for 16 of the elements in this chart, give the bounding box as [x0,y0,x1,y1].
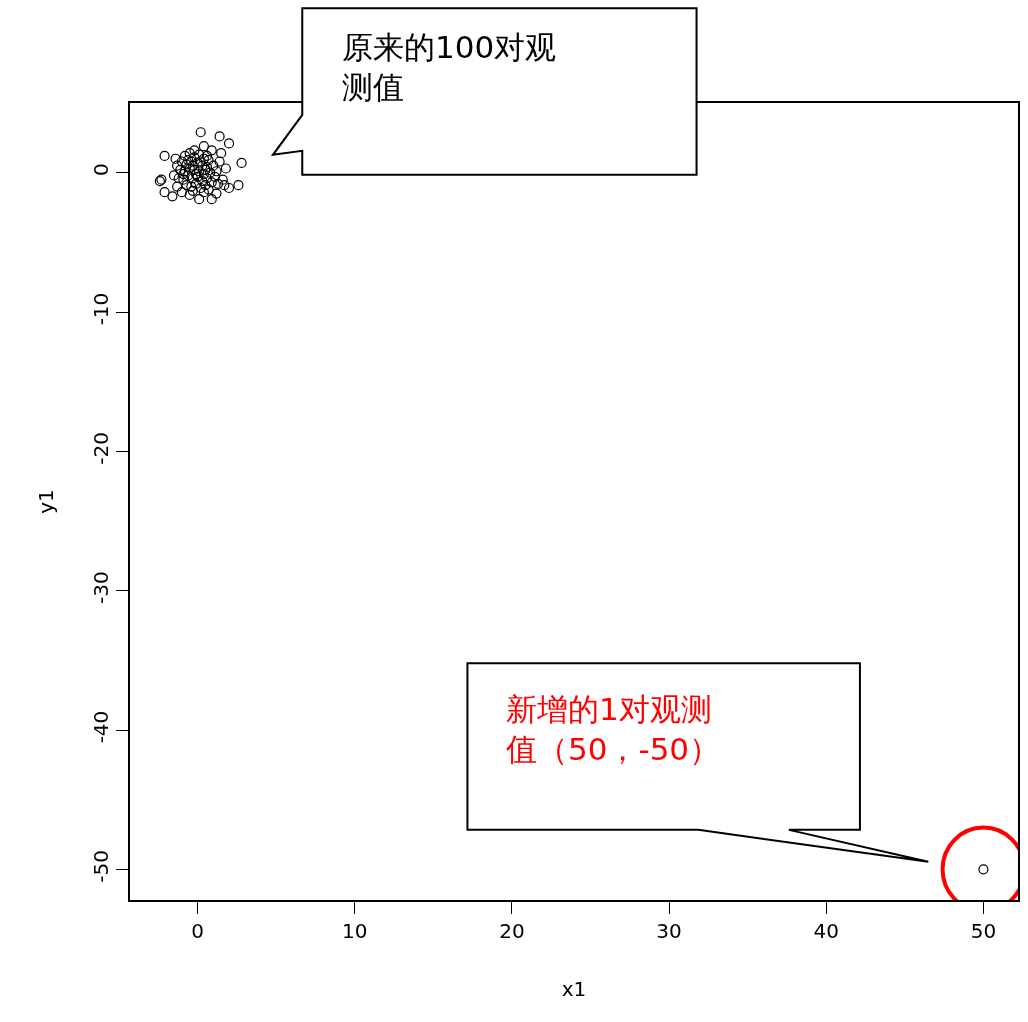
y-tick-label: -30 [89,571,114,605]
y-tick-label: -50 [89,850,114,883]
x-tick-label: 20 [499,918,525,943]
x-axis-title: x1 [561,976,587,1001]
x-tick-label: 30 [656,918,682,943]
annotation: 原来的100对观测值 [342,29,557,106]
y-tick-label: -20 [89,432,114,465]
x-tick-label: 50 [970,918,997,943]
y-tick-label: 0 [89,163,114,177]
annotation: 新增的1对观测值（50，-50） [506,691,721,768]
x-tick-label: 0 [191,918,204,943]
x-tick-label: 40 [813,918,839,943]
x-tick-label: 10 [342,918,368,943]
y-axis-title: y1 [34,489,59,514]
y-tick-label: -40 [89,710,114,744]
y-tick-label: -10 [89,292,114,326]
